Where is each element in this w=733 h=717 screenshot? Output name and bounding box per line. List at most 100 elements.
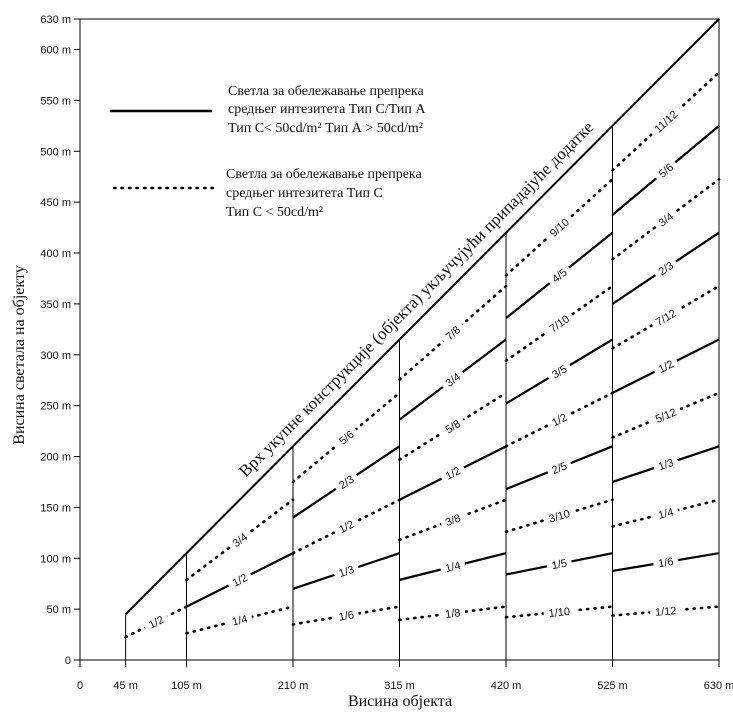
- segment-label-22: 7/10: [542, 308, 576, 338]
- x-tick-label: 105 m: [171, 680, 202, 692]
- segment-label-35: 11/12: [647, 103, 684, 139]
- segment-dotted-24: [504, 177, 614, 277]
- segment-label-bg: [651, 156, 680, 183]
- y-tick-label: 300 m: [40, 350, 71, 362]
- segment-label-bg: [545, 262, 573, 288]
- segment-label-bg: [332, 606, 360, 624]
- y-tick-label: 350 m: [40, 299, 71, 311]
- x-tick-label: 45 m: [113, 680, 137, 692]
- segment-label-17: 1/5: [545, 554, 573, 573]
- segment-label-bg: [542, 211, 575, 243]
- segment-label-text: 5/12: [654, 406, 678, 425]
- x-tick-label: 420 m: [491, 680, 522, 692]
- legend: Светла за обележавање препрека средњег и…: [110, 84, 426, 220]
- legend-solid-line-2: средњег интезитета Тип С/Тип А: [228, 102, 426, 117]
- y-tick-label: 0: [65, 655, 71, 667]
- segment-dotted-15: [398, 284, 508, 381]
- diagonal-line: [124, 18, 720, 615]
- y-tick-label: 100 m: [40, 553, 71, 565]
- segment-label-text: 1/6: [657, 556, 674, 570]
- segment-label-20: 1/2: [544, 407, 574, 431]
- segment-label-bg: [542, 308, 576, 338]
- segment-label-7: 2/3: [332, 469, 360, 494]
- segment-label-text: 1/10: [548, 606, 571, 620]
- segment-label-9: 1/8: [439, 604, 466, 621]
- segment-label-25: 1/12: [649, 602, 682, 619]
- segment-dotted-8: [291, 391, 401, 484]
- segment-label-bg: [651, 453, 680, 474]
- segment-label-text: 3/8: [444, 512, 463, 529]
- x-tick-label: 630 m: [704, 680, 733, 692]
- segment-label-bg: [545, 456, 574, 478]
- segment-label-bg: [648, 303, 683, 331]
- segment-label-text: 1/5: [551, 557, 568, 572]
- segment-dotted-22: [504, 284, 614, 363]
- segment-dotted-35: [611, 71, 721, 172]
- segment-label-bg: [651, 255, 680, 281]
- segment-label-bg: [438, 461, 467, 484]
- axis-layer: 0 50 m 100 m 150 m 200 m 250 m 300 m 350 m 400 m…: [40, 14, 733, 692]
- segment-label-text: 1/6: [338, 609, 355, 623]
- segment-label-text: 1/4: [444, 560, 462, 575]
- segment-label-1: 1/4: [225, 610, 254, 629]
- y-tick-label: 250 m: [40, 401, 71, 413]
- segment-label-bg: [438, 508, 467, 530]
- segment-label-text: 1/4: [657, 506, 675, 521]
- segment-label-0: 1/2: [141, 610, 170, 633]
- segment-label-19: 2/5: [545, 456, 574, 478]
- y-tick-label: 600 m: [40, 45, 71, 57]
- segment-label-bg: [438, 319, 467, 346]
- segment-label-text: 1/4: [231, 613, 249, 628]
- segment-label-text: 2/5: [550, 460, 569, 477]
- segment-label-26: 1/6: [652, 553, 680, 571]
- segment-label-bg: [332, 560, 360, 581]
- segment-label-bg: [651, 354, 680, 378]
- segment-label-14: 3/4: [438, 366, 467, 392]
- segment-label-bg: [439, 604, 466, 621]
- segment-label-5: 1/3: [332, 560, 360, 581]
- segment-label-32: 2/3: [651, 255, 680, 281]
- segment-label-27: 1/4: [651, 503, 680, 522]
- segment-label-31: 7/12: [648, 303, 683, 331]
- segment-label-bg: [542, 504, 576, 527]
- segment-label-bg: [649, 602, 682, 619]
- segment-dotted-13: [398, 391, 508, 461]
- segment-label-24: 9/10: [542, 211, 575, 243]
- segment-dotted-29: [611, 391, 721, 439]
- segment-label-bg: [545, 554, 573, 573]
- y-tick-label: 550 m: [40, 95, 71, 107]
- segment-label-6: 1/2: [331, 514, 361, 538]
- segment-label-bg: [544, 359, 574, 384]
- segment-label-text: 3/10: [548, 508, 572, 526]
- segment-label-bg: [225, 526, 254, 553]
- segment-label-bg: [141, 610, 170, 633]
- segment-label-bg: [438, 366, 467, 392]
- segment-label-10: 1/4: [438, 556, 467, 576]
- y-tick-label: 500 m: [40, 146, 71, 158]
- y-tick-label: 630 m: [40, 14, 71, 26]
- segment-label-bg: [648, 402, 683, 427]
- segment-label-bg: [438, 556, 467, 576]
- segment-label-text: 1/8: [445, 607, 462, 621]
- segment-label-16: 1/10: [543, 603, 576, 620]
- segment-label-13: 5/8: [438, 413, 467, 438]
- segment-label-bg: [544, 407, 574, 431]
- legend-solid-line-1: Светла за обележавање препрека: [228, 84, 425, 99]
- segment-label-12: 1/2: [438, 461, 467, 484]
- segment-label-2: 1/2: [225, 568, 254, 591]
- y-axis-title: Висина светала на објекту: [11, 265, 28, 444]
- segment-label-bg: [651, 503, 680, 522]
- segment-label-33: 3/4: [651, 206, 680, 232]
- segment-label-4: 1/6: [332, 606, 360, 624]
- segment-label-bg: [647, 103, 684, 139]
- segment-label-28: 1/3: [651, 453, 680, 474]
- x-tick-label: 0: [77, 680, 83, 692]
- legend-dotted-line-3: Тип С < 50cd/m²: [226, 205, 323, 220]
- x-axis-title: Висина објекта: [348, 693, 452, 710]
- segment-label-bg: [438, 413, 467, 438]
- segment-label-bg: [652, 553, 680, 571]
- segment-label-18: 3/10: [542, 504, 576, 527]
- x-tick-label: 525 m: [597, 680, 628, 692]
- y-tick-label: 200 m: [40, 452, 71, 464]
